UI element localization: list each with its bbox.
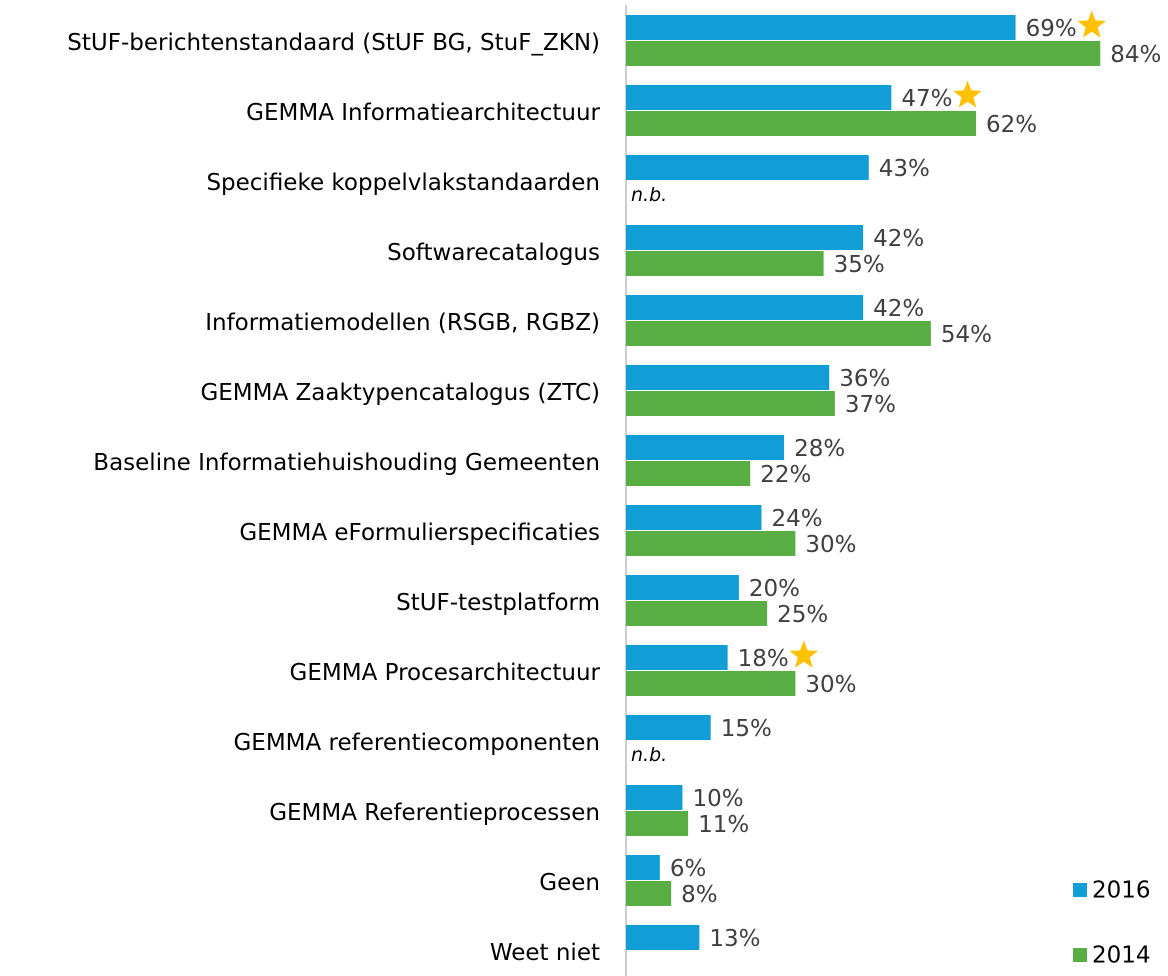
bar [626, 601, 768, 626]
legend-swatch [1073, 948, 1087, 962]
category-label: Softwarecatalogus [387, 240, 600, 266]
bar [626, 251, 824, 276]
category-label: GEMMA Zaaktypencatalogus (ZTC) [200, 380, 600, 406]
bar [626, 435, 785, 460]
value-label: 8% [681, 882, 718, 908]
legend-label: 2014 [1092, 943, 1151, 969]
bar [626, 111, 977, 136]
bar [626, 365, 830, 390]
category-label: GEMMA eFormulierspecificaties [239, 520, 600, 546]
value-label: 25% [777, 602, 828, 628]
bar [626, 715, 711, 740]
star [1077, 10, 1106, 38]
star [789, 640, 818, 668]
value-label: 13% [709, 926, 760, 952]
value-label: 24% [772, 506, 823, 532]
bar [626, 855, 660, 880]
bar [626, 85, 892, 110]
bar [626, 15, 1016, 40]
value-label: 11% [698, 812, 749, 838]
category-label: GEMMA Informatiearchitectuur [246, 100, 600, 126]
bar [626, 225, 864, 250]
bar [626, 531, 796, 556]
value-label: 84% [1110, 42, 1161, 68]
category-label: Informatiemodellen (RSGB, RGBZ) [205, 310, 600, 336]
value-label: 36% [839, 366, 890, 392]
value-label: 37% [845, 392, 896, 418]
value-label: 43% [879, 156, 930, 182]
category-label: StUF-testplatform [396, 590, 600, 616]
value-label: 18% [738, 646, 789, 672]
bar [626, 645, 728, 670]
legend-label: 2016 [1092, 878, 1151, 904]
value-label: 62% [986, 112, 1037, 138]
bar [626, 785, 683, 810]
bar [626, 811, 689, 836]
value-label: 6% [670, 856, 707, 882]
bar [626, 155, 869, 180]
value-label: 42% [873, 226, 924, 252]
bar [626, 575, 739, 600]
bar [626, 881, 672, 906]
bar [626, 321, 931, 346]
star [953, 80, 982, 108]
bar [626, 925, 700, 950]
bar [626, 391, 835, 416]
category-label: Geen [539, 870, 600, 896]
category-label: StUF-berichtenstandaard (StUF BG, StuF_Z… [67, 30, 600, 56]
legend-swatch [1073, 883, 1087, 897]
category-label: Weet niet [489, 940, 600, 966]
value-label: 35% [834, 252, 885, 278]
bar [626, 41, 1101, 66]
value-label: 30% [805, 672, 856, 698]
bar [626, 461, 751, 486]
value-label: 22% [760, 462, 811, 488]
value-label: 42% [873, 296, 924, 322]
not-available-label: n.b. [631, 744, 667, 766]
value-label: 47% [901, 86, 952, 112]
value-label: 69% [1026, 16, 1077, 42]
bar [626, 671, 796, 696]
bar [626, 505, 762, 530]
value-label: 30% [805, 532, 856, 558]
not-available-label: n.b. [631, 184, 667, 206]
value-label: 20% [749, 576, 800, 602]
category-label: GEMMA Procesarchitectuur [289, 660, 600, 686]
value-label: 54% [941, 322, 992, 348]
category-label: GEMMA referentiecomponenten [233, 730, 600, 756]
category-label: Specifieke koppelvlakstandaarden [206, 170, 600, 196]
value-label: 28% [794, 436, 845, 462]
category-label: Baseline Informatiehuishouding Gemeenten [93, 450, 600, 476]
value-label: 10% [692, 786, 743, 812]
bar [626, 295, 864, 320]
value-label: 15% [721, 716, 772, 742]
category-label: GEMMA Referentieprocessen [269, 800, 600, 826]
